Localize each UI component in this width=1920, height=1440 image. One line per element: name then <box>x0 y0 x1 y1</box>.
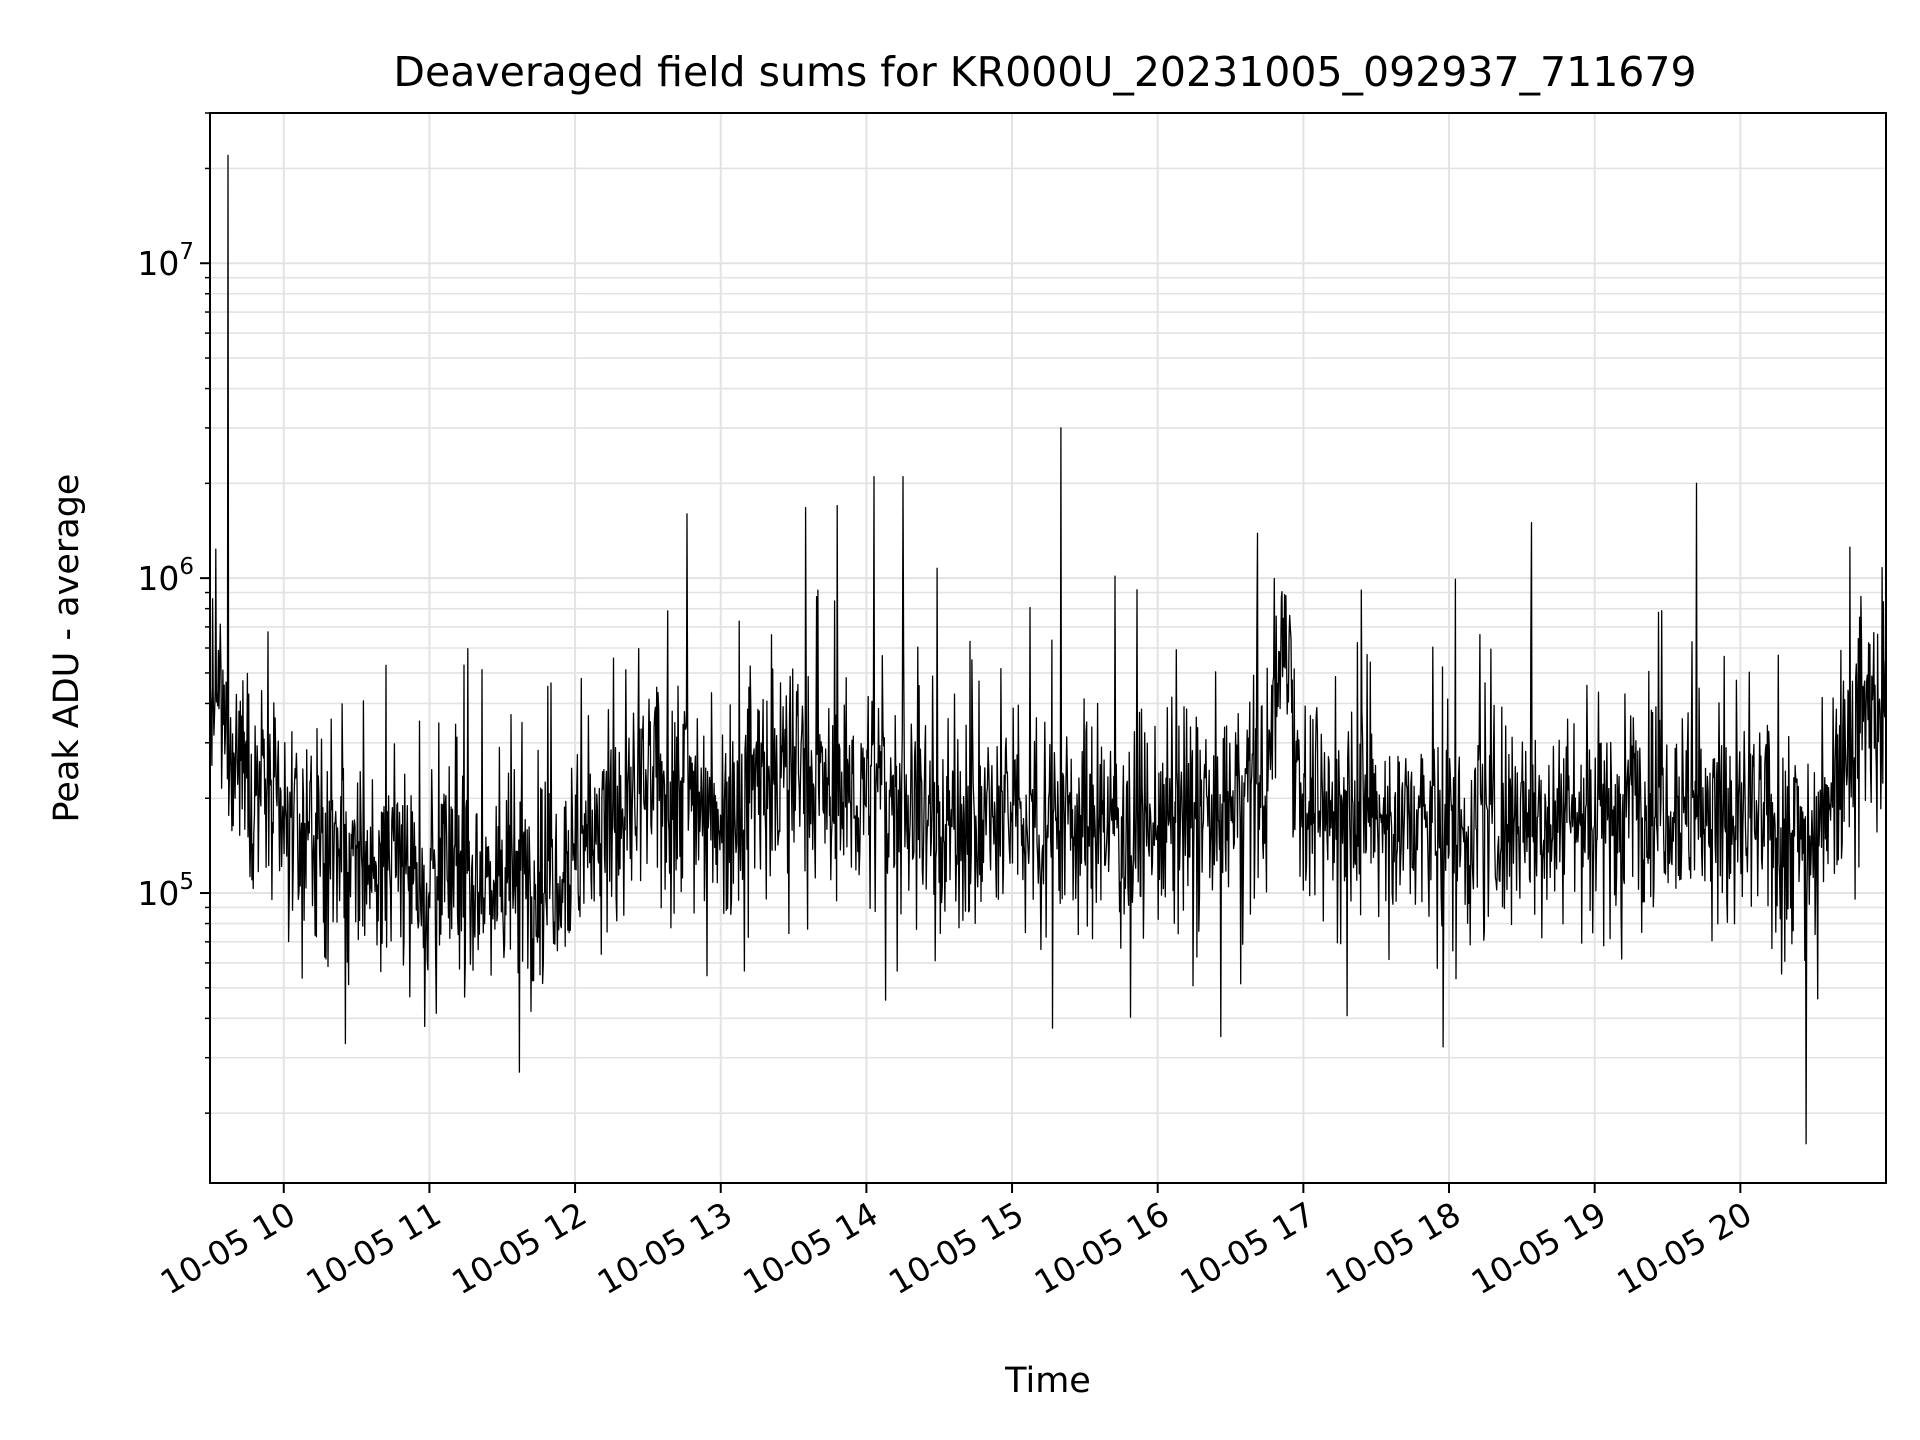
x-axis-label: Time <box>1004 1361 1091 1401</box>
x-tick-label: 10-05 11 <box>299 1194 447 1302</box>
y-axis-label: Peak ADU - average <box>47 474 87 823</box>
data-series <box>209 154 1887 1145</box>
chart-title: Deaveraged field sums for KR000U_2023100… <box>393 48 1696 96</box>
x-tick-label: 10-05 14 <box>736 1194 884 1302</box>
x-tick-label: 10-05 17 <box>1173 1194 1321 1302</box>
x-tick-label: 10-05 12 <box>445 1194 593 1302</box>
x-tick-label: 10-05 20 <box>1610 1194 1758 1302</box>
x-tick-label: 10-05 10 <box>154 1194 302 1302</box>
x-tick-label: 10-05 16 <box>1028 1194 1176 1302</box>
x-tick-label: 10-05 13 <box>591 1194 739 1302</box>
series-line <box>209 154 1887 1145</box>
y-tick-label: 107 <box>137 239 194 283</box>
y-tick-label: 105 <box>137 869 194 913</box>
y-tick-label: 106 <box>137 554 194 598</box>
y-axis: 105 106 107 <box>137 112 210 1114</box>
x-tick-label: 10-05 19 <box>1465 1194 1613 1302</box>
grid <box>210 112 1886 1183</box>
x-tick-label: 10-05 15 <box>882 1194 1030 1302</box>
x-tick-label: 10-05 18 <box>1319 1194 1467 1302</box>
